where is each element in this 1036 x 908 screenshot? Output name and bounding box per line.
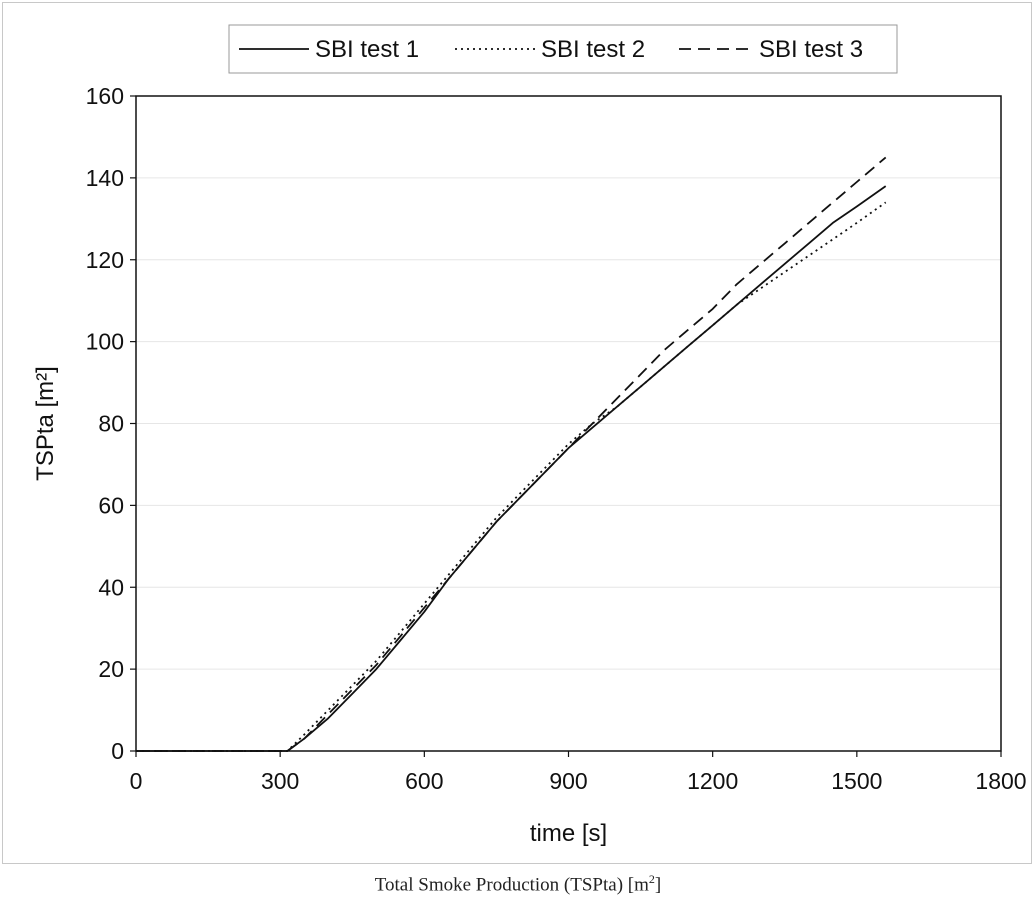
y-tick-label-1: 20 [98,656,124,682]
y-tick-label-5: 100 [86,329,124,355]
x-tick-label-5: 1500 [831,768,882,794]
grid-lines [136,177,1001,670]
line-chart: 0 20 40 60 80 100 120 140 160 0 300 600 900 1200 1500… [32,24,1027,847]
y-tick-label-6: 120 [86,247,124,273]
y-tick-label-8: 160 [86,83,124,109]
y-tick-label-2: 40 [98,574,124,600]
x-tick-labels: 0 300 600 900 1200 1500 1800 [130,751,1027,794]
caption-text: Total Smoke Production (TSPta) [m [374,874,649,896]
y-tick-label-0: 0 [111,738,124,764]
legend-label-3: SBI test 3 [759,36,863,63]
y-tick-label-4: 80 [98,411,124,437]
x-tick-label-0: 0 [130,768,143,794]
series-line-1 [136,185,887,752]
series-layer [136,156,887,752]
x-axis-label: time [s] [530,820,607,847]
figure-caption: Total Smoke Production (TSPta) [m2] [0,872,1036,896]
legend-box [228,24,898,74]
x-tick-label-2: 600 [405,768,443,794]
caption-superscript: 2 [648,872,655,886]
legend-label-2: SBI test 2 [541,36,645,63]
y-tick-label-7: 140 [86,165,124,191]
x-tick-label-4: 1200 [687,768,738,794]
y-tick-labels: 0 20 40 60 80 100 120 140 160 [86,83,136,764]
caption-end: ] [654,874,662,896]
x-tick-label-6: 1800 [975,768,1026,794]
x-tick-label-3: 900 [549,768,587,794]
series-line-3 [136,156,887,752]
chart-frame: 0 20 40 60 80 100 120 140 160 0 300 600 900 1200 1500… [2,2,1032,864]
x-tick-label-1: 300 [261,768,299,794]
legend-label-1: SBI test 1 [315,36,419,63]
y-axis-label: TSPta [m²] [32,366,59,481]
legend: SBI test 1 SBI test 2 SBI test 3 [228,24,898,74]
y-tick-label-3: 60 [98,492,124,518]
